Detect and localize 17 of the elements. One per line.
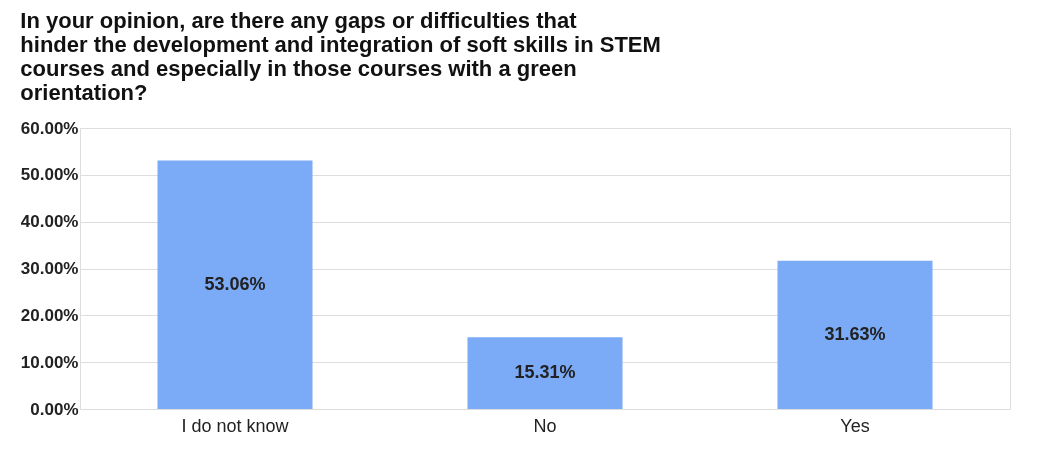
y-tick-label: 20.00% xyxy=(20,305,79,325)
bar xyxy=(157,160,313,409)
data-label: 53.06% xyxy=(204,273,266,294)
bar xyxy=(467,337,623,409)
y-tick-label: 30.00% xyxy=(20,259,79,278)
y-tick-label: 60.00% xyxy=(20,118,79,138)
data-label: 15.31% xyxy=(514,362,576,383)
x-tick-label: I do not know xyxy=(181,415,290,436)
chart-title: In your opinion, are there any gaps or difficulties that hinder the development and integration of soft skills in STEM courses and especially in those courses with a green orientation? xyxy=(20,8,661,105)
x-tick-label: Yes xyxy=(840,415,870,436)
y-tick-label: 40.00% xyxy=(20,212,79,232)
y-tick-label: 50.00% xyxy=(20,165,79,185)
y-tick-label: 10.00% xyxy=(20,352,79,372)
y-tick-label: 0.00% xyxy=(30,399,79,419)
data-label: 31.63% xyxy=(824,323,886,344)
bar xyxy=(777,260,933,409)
x-tick-label: No xyxy=(533,415,557,436)
